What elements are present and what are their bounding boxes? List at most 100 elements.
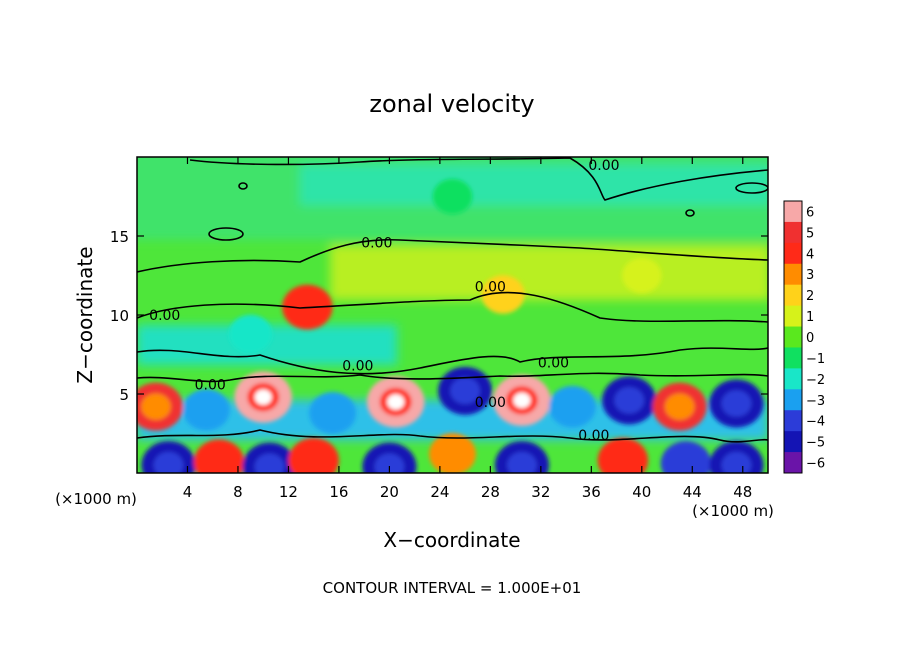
feature-blob-18 (597, 437, 649, 473)
colorbar-label-0: 6 (806, 205, 814, 220)
plot-area (137, 157, 768, 473)
x-axis-unit-left: (×1000 m) (55, 490, 137, 508)
colorbar-label-8: −2 (806, 373, 825, 388)
contour-line-upper (137, 238, 768, 273)
x-tick-label-5: 24 (430, 483, 449, 501)
contour-loop-4 (685, 209, 695, 217)
colorbar-label-5: 1 (806, 310, 814, 325)
x-axis-unit-right: (×1000 m) (692, 502, 774, 520)
colorbar-label-4: 2 (806, 289, 814, 304)
x-tick-label-3: 16 (329, 483, 348, 501)
feature-core-8 (614, 387, 645, 414)
feature-core-17 (507, 451, 537, 473)
colorbar-swatch-12 (784, 452, 802, 474)
contour-line-vortex (137, 372, 768, 383)
feature-core-11 (153, 451, 184, 473)
x-tick-label-10: 44 (683, 483, 702, 501)
colorbar-label-11: −5 (806, 436, 825, 451)
feature-blob-22 (481, 275, 525, 314)
feature-blob-16 (429, 433, 476, 473)
x-tick-label-9: 40 (632, 483, 651, 501)
colorbar-swatch-4 (784, 284, 802, 307)
x-tick-label-7: 32 (531, 483, 550, 501)
x-tick-label-2: 12 (279, 483, 298, 501)
feature-blob-3 (309, 392, 357, 434)
contour-label-3: 0.00 (149, 308, 180, 324)
colorbar-swatch-10 (784, 410, 802, 432)
y-tick-label-2: 15 (110, 228, 129, 246)
contour-label-5: 0.00 (538, 355, 569, 371)
chart-title: zonal velocity (369, 90, 534, 118)
colorbar-label-7: −1 (806, 352, 825, 367)
contour-label-1: 0.00 (361, 235, 392, 251)
colorbar-swatch-6 (784, 326, 802, 348)
contour-label-4: 0.00 (342, 359, 373, 375)
contour-loop-1 (208, 227, 244, 241)
contour-lines (137, 157, 768, 443)
band-upper-cyan (300, 165, 768, 205)
colorbar-label-3: 3 (806, 268, 814, 283)
features-layer (137, 178, 764, 473)
colorbar-swatch-3 (784, 263, 802, 286)
colorbar-swatch-11 (784, 431, 802, 453)
feature-blob-24 (622, 257, 662, 294)
feature-core-0 (141, 393, 171, 420)
feature-core-15 (374, 453, 405, 473)
colorbar-swatch-2 (784, 242, 802, 265)
feature-blob-7 (548, 385, 596, 428)
y-axis-label: Z−coordinate (73, 246, 97, 383)
colorbar-swatch-0 (784, 201, 802, 223)
x-tick-label-4: 20 (380, 483, 399, 501)
colorbar-label-2: 4 (806, 247, 814, 262)
feature-blob-12 (193, 439, 245, 473)
colorbar-label-6: 0 (806, 331, 814, 346)
contour-label-0: 0.00 (588, 158, 619, 174)
y-axis: 5 10 15 (110, 228, 768, 404)
x-axis: 4 8 12 16 20 24 28 32 36 40 44 48 (183, 157, 752, 501)
contour-loop-3 (238, 182, 248, 190)
x-tick-label-6: 28 (481, 483, 500, 501)
contour-label-8: 0.00 (578, 428, 609, 444)
contour-label-6: 0.00 (195, 378, 226, 394)
band-yellowgreen (330, 245, 768, 300)
contour-line-bottom (137, 429, 768, 443)
feature-blob-1 (183, 389, 230, 431)
contour-loop-2 (735, 182, 768, 194)
feature-peak-6 (513, 392, 531, 408)
y-tick-label-1: 10 (110, 307, 129, 325)
colorbar-frame (783, 200, 803, 474)
contour-label-7: 0.00 (475, 395, 506, 411)
feature-peak-4 (387, 394, 405, 410)
feature-core-20 (721, 451, 752, 473)
feature-core-13 (254, 453, 285, 473)
colorbar-label-10: −4 (806, 415, 825, 430)
feature-blob-25 (432, 178, 473, 215)
x-tick-label-11: 48 (733, 483, 752, 501)
colorbar-swatch-9 (784, 389, 802, 411)
contour-interval-note: CONTOUR INTERVAL = 1.000E+01 (323, 579, 582, 597)
feature-blob-14 (288, 437, 339, 473)
contour-line-middle (137, 291, 768, 323)
colorbar-swatch-5 (784, 305, 802, 328)
colorbar-label-12: −6 (806, 457, 825, 472)
feature-core-9 (664, 393, 695, 420)
feature-core-5 (450, 377, 480, 405)
x-tick-label-8: 36 (582, 483, 601, 501)
x-tick-label-0: 4 (183, 483, 193, 501)
feature-core-10 (721, 390, 752, 417)
contour-line-lower (137, 347, 768, 375)
contour-labels: 0.00 0.00 0.00 0.00 0.00 0.00 0.00 0.00 0.00 (149, 158, 619, 444)
colorbar-label-1: 5 (806, 226, 814, 241)
colorbar-swatch-7 (784, 347, 802, 369)
colorbar-swatch-1 (784, 221, 802, 244)
colorbar-label-9: −3 (806, 394, 825, 409)
y-tick-label-0: 5 (119, 386, 129, 404)
feature-blob-23 (228, 314, 273, 354)
feature-blob-19 (660, 441, 712, 473)
feature-peak-2 (254, 389, 272, 405)
x-axis-label: X−coordinate (383, 528, 520, 552)
contour-line-top (189, 157, 768, 201)
colorbar-swatch-8 (784, 368, 802, 390)
colorbar: 6 5 4 3 2 1 0 −1 −2 −3 −4 −5 −6 (783, 200, 825, 474)
